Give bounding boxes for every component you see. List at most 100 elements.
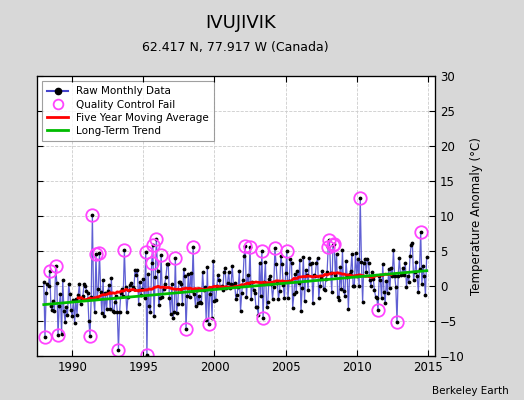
Point	[221, 265, 230, 271]
Point	[234, 284, 243, 290]
Point	[293, 268, 302, 274]
Point	[184, 271, 193, 277]
Point	[224, 268, 233, 275]
Point	[67, 307, 75, 313]
Point	[265, 276, 273, 282]
Point	[199, 269, 207, 275]
Point	[118, 285, 126, 292]
Point	[329, 242, 337, 248]
Point	[271, 245, 279, 252]
Point	[102, 306, 111, 312]
Point	[101, 290, 110, 296]
Point	[411, 269, 419, 275]
Point	[127, 280, 136, 286]
Point	[417, 228, 425, 235]
Point	[168, 281, 176, 287]
Point	[147, 260, 156, 266]
Point	[213, 283, 221, 290]
Point	[123, 309, 131, 315]
Point	[303, 272, 311, 278]
Point	[150, 313, 158, 319]
Point	[357, 259, 366, 265]
Point	[189, 244, 198, 250]
Point	[412, 259, 420, 265]
Point	[105, 282, 113, 288]
Point	[52, 280, 61, 286]
Point	[97, 310, 106, 316]
Point	[276, 287, 284, 294]
Point	[328, 288, 336, 295]
Point	[222, 285, 231, 291]
Point	[59, 277, 67, 283]
Point	[399, 265, 407, 271]
Point	[248, 279, 257, 286]
Point	[294, 279, 303, 286]
Point	[351, 250, 359, 256]
Point	[364, 260, 373, 266]
Point	[108, 308, 117, 314]
Point	[259, 315, 267, 322]
Point	[137, 292, 145, 298]
Point	[96, 289, 105, 296]
Point	[285, 278, 293, 284]
Point	[335, 297, 343, 303]
Point	[405, 279, 413, 285]
Point	[171, 254, 180, 261]
Point	[174, 279, 183, 285]
Point	[380, 288, 388, 295]
Point	[375, 273, 384, 279]
Point	[374, 307, 382, 313]
Point	[416, 266, 424, 272]
Point	[40, 279, 48, 286]
Point	[349, 282, 357, 289]
Point	[208, 315, 216, 322]
Point	[82, 288, 91, 294]
Point	[330, 241, 339, 247]
Point	[258, 248, 266, 254]
Point	[386, 285, 394, 292]
Point	[205, 291, 214, 297]
Point	[163, 261, 171, 268]
Point	[337, 286, 345, 293]
Point	[155, 302, 163, 308]
Point	[350, 283, 358, 289]
Point	[139, 276, 148, 283]
Point	[312, 260, 321, 266]
Point	[210, 298, 219, 304]
Point	[194, 300, 202, 306]
Point	[250, 290, 259, 296]
Point	[322, 276, 330, 283]
Point	[90, 295, 98, 301]
Point	[272, 261, 280, 267]
Point	[145, 302, 154, 309]
Point	[336, 264, 344, 270]
Point	[41, 334, 49, 340]
Point	[57, 331, 66, 337]
Point	[43, 281, 51, 288]
Y-axis label: Temperature Anomaly (°C): Temperature Anomaly (°C)	[470, 137, 483, 295]
Point	[245, 280, 253, 286]
Point	[99, 276, 107, 283]
Point	[143, 352, 151, 358]
Point	[301, 267, 310, 273]
Point	[125, 287, 133, 293]
Point	[188, 288, 196, 294]
Point	[173, 300, 182, 307]
Point	[202, 317, 210, 323]
Point	[367, 283, 375, 290]
Point	[129, 285, 138, 292]
Point	[229, 282, 237, 288]
Point	[343, 273, 352, 280]
Point	[300, 298, 309, 304]
Point	[267, 280, 276, 287]
Point	[354, 256, 362, 262]
Point	[60, 308, 68, 314]
Point	[54, 332, 62, 338]
Point	[273, 279, 281, 286]
Point	[341, 292, 349, 299]
Point	[231, 279, 239, 286]
Point	[244, 271, 252, 278]
Point	[215, 276, 223, 283]
Point	[249, 287, 258, 293]
Point	[172, 310, 181, 316]
